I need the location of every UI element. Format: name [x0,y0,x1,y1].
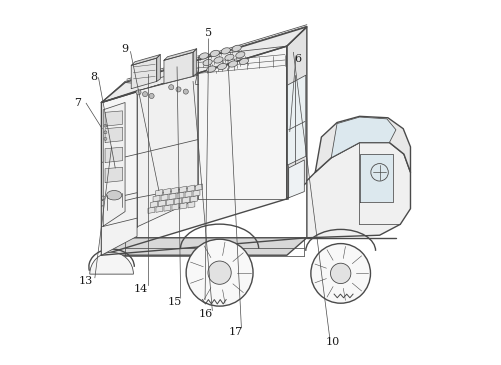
Polygon shape [315,116,410,172]
Polygon shape [148,207,155,214]
Text: 7: 7 [74,97,81,108]
Polygon shape [101,46,287,255]
Polygon shape [177,192,184,199]
Ellipse shape [210,50,219,57]
Polygon shape [169,193,176,200]
Circle shape [311,243,371,303]
Polygon shape [193,49,197,76]
Polygon shape [187,185,194,192]
Polygon shape [360,154,393,203]
Circle shape [183,89,188,94]
Polygon shape [331,117,396,158]
Ellipse shape [206,66,216,72]
Polygon shape [289,160,304,198]
Polygon shape [193,190,200,196]
Circle shape [142,92,148,97]
Polygon shape [182,197,189,203]
Polygon shape [150,201,157,208]
Ellipse shape [239,58,248,65]
Polygon shape [161,194,168,201]
Polygon shape [157,54,160,81]
Wedge shape [90,252,133,274]
Circle shape [331,263,351,284]
Ellipse shape [107,191,122,200]
Polygon shape [101,238,307,255]
Ellipse shape [203,59,212,66]
Circle shape [169,85,174,90]
Polygon shape [287,27,307,199]
Ellipse shape [199,53,208,59]
Polygon shape [288,75,306,165]
Polygon shape [156,189,162,196]
Polygon shape [174,198,181,204]
Circle shape [149,93,154,99]
Ellipse shape [225,54,234,61]
Ellipse shape [214,57,223,63]
Ellipse shape [232,45,241,51]
Polygon shape [190,196,197,202]
Polygon shape [153,195,160,202]
Text: 10: 10 [325,337,340,347]
Polygon shape [137,74,198,227]
Polygon shape [164,52,193,84]
Polygon shape [307,142,410,238]
Polygon shape [105,167,123,182]
Circle shape [176,87,181,92]
Polygon shape [180,203,187,209]
Polygon shape [131,54,160,65]
Text: 13: 13 [79,276,93,287]
Circle shape [186,239,253,306]
Text: 6: 6 [294,54,301,64]
Polygon shape [158,200,165,207]
Circle shape [208,261,231,284]
Polygon shape [166,199,173,205]
Polygon shape [101,193,137,255]
Polygon shape [105,111,123,126]
Text: 5: 5 [205,28,212,38]
Text: 17: 17 [228,327,242,337]
Text: 15: 15 [168,297,182,307]
Polygon shape [164,188,170,195]
Polygon shape [172,187,178,194]
Polygon shape [164,205,171,211]
Polygon shape [172,204,179,210]
Polygon shape [105,127,123,142]
Polygon shape [188,201,195,208]
Polygon shape [179,186,186,193]
Polygon shape [131,58,157,89]
Polygon shape [164,49,197,60]
Ellipse shape [236,52,245,58]
Text: 9: 9 [121,44,129,54]
Polygon shape [101,27,307,103]
Polygon shape [195,184,202,191]
Polygon shape [156,206,163,212]
Text: 14: 14 [134,284,148,294]
Polygon shape [105,147,123,162]
Polygon shape [185,191,192,197]
Circle shape [136,90,141,95]
Ellipse shape [221,48,230,54]
Polygon shape [103,103,125,226]
Text: 16: 16 [199,309,213,319]
Text: 8: 8 [90,72,97,82]
Ellipse shape [217,64,227,70]
Ellipse shape [228,61,237,67]
